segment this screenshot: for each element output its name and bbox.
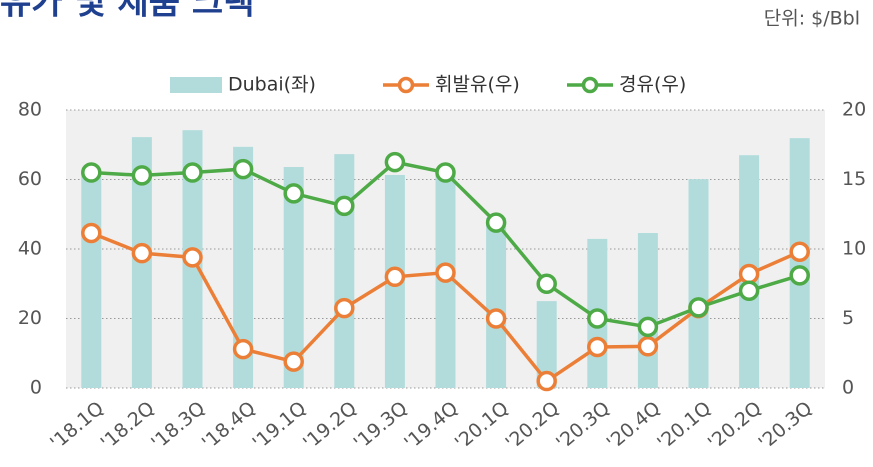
y-tick-label: 0 (30, 377, 42, 399)
marker (587, 308, 608, 329)
y2-tick-label: 5 (842, 307, 854, 329)
y2-tick-label: 20 (842, 99, 866, 121)
x-tick-label: '19.4Q (400, 397, 462, 454)
x-tick-label: '19.3Q (350, 397, 412, 454)
bar (233, 146, 254, 388)
bar (688, 179, 709, 388)
legend-label: Dubai(좌) (228, 74, 316, 96)
marker (131, 165, 153, 186)
x-tick-label: '20.2Q (501, 397, 563, 454)
x-tick-label: '18.2Q (97, 397, 159, 454)
marker (637, 336, 659, 357)
y-tick-label: 80 (18, 99, 42, 121)
x-tick-label: '18.3Q (147, 397, 209, 454)
x-tick-label: '20.1Q (451, 397, 513, 454)
y2-tick-label: 10 (842, 238, 866, 260)
marker (536, 370, 557, 392)
marker (283, 183, 304, 204)
marker (637, 316, 659, 338)
marker (485, 212, 507, 233)
marker (232, 338, 254, 360)
x-tick-label: '18.4Q (198, 397, 260, 454)
marker (738, 280, 760, 301)
x-tick-label: '20.3Q (754, 397, 816, 454)
marker (688, 297, 709, 318)
y-tick-label: 40 (18, 238, 42, 260)
marker (81, 162, 102, 183)
x-tick-label: '19.2Q (299, 397, 361, 454)
bar (334, 154, 355, 388)
x-tick-label: '19.1Q (248, 397, 310, 454)
marker (435, 162, 456, 183)
marker (334, 195, 355, 217)
x-tick-label: '20.3Q (552, 397, 614, 454)
bar (486, 217, 507, 388)
marker (485, 308, 507, 329)
x-tick-label: '20.1Q (653, 397, 715, 454)
marker (81, 222, 102, 244)
marker (334, 297, 355, 319)
marker (738, 263, 760, 285)
y2-tick-label: 15 (842, 168, 866, 190)
marker (283, 351, 304, 372)
legend-marker (581, 76, 599, 94)
marker (536, 273, 557, 294)
marker (232, 158, 254, 180)
marker (435, 262, 456, 283)
bar (637, 233, 658, 388)
bar (789, 138, 810, 388)
marker (182, 162, 203, 183)
legend-swatch (170, 77, 222, 93)
marker (789, 265, 810, 286)
marker (587, 336, 608, 358)
marker (789, 241, 810, 263)
x-tick-label: '18.1Q (46, 397, 108, 454)
legend-marker (397, 76, 415, 94)
legend-label: 경유(우) (619, 74, 686, 96)
y-tick-label: 20 (18, 307, 42, 329)
bar (81, 172, 102, 388)
y2-tick-label: 0 (842, 377, 854, 399)
bar (536, 301, 557, 388)
marker (182, 247, 203, 268)
legend-label: 휘발유(우) (435, 74, 520, 96)
chart-title: 유가 및 제품 크랙 (0, 0, 254, 23)
x-tick-label: '20.4Q (603, 397, 665, 454)
marker (131, 242, 153, 264)
marker (384, 151, 406, 173)
marker (384, 266, 406, 288)
x-tick-label: '20.2Q (704, 397, 766, 454)
bar (283, 166, 304, 388)
unit-label: 단위: $/Bbl (764, 8, 860, 30)
y-tick-label: 60 (18, 168, 42, 190)
